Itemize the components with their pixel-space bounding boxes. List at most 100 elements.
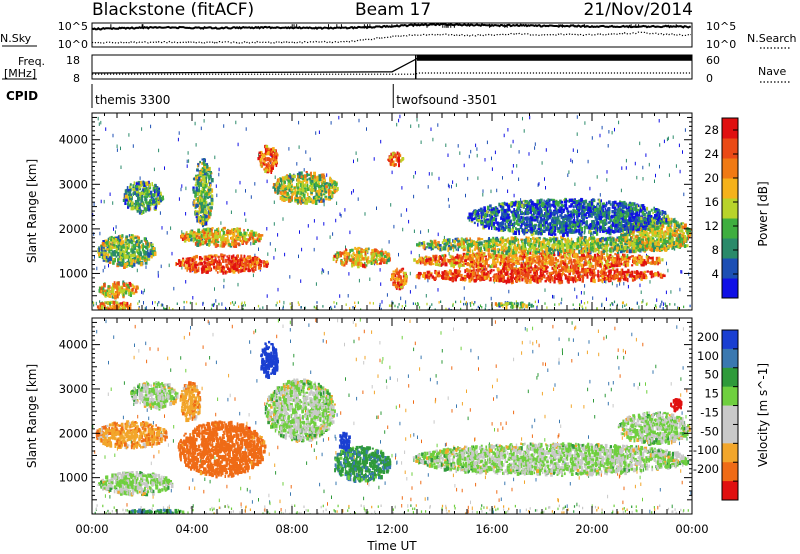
scatter-cell xyxy=(266,179,268,184)
heatmap-cell xyxy=(221,254,224,257)
heatmap-cell xyxy=(427,276,430,279)
heatmap-cell xyxy=(494,275,498,280)
heatmap-cell xyxy=(184,237,188,240)
heatmap-cell xyxy=(459,270,462,273)
scatter-cell xyxy=(405,304,407,307)
heatmap-cell xyxy=(117,306,120,310)
heatmap-cell xyxy=(105,239,108,243)
heatmap-cell xyxy=(108,294,112,298)
scatter-cell xyxy=(572,303,574,306)
heatmap-cell xyxy=(321,187,324,191)
heatmap-cell xyxy=(105,241,109,245)
heatmap-cell xyxy=(554,265,557,268)
heatmap-cell xyxy=(367,247,370,251)
heatmap-cell xyxy=(310,176,313,180)
heatmap-cell xyxy=(650,274,653,279)
heatmap-cell xyxy=(390,155,393,159)
heatmap-cell xyxy=(547,254,551,258)
heatmap-cell xyxy=(120,254,123,259)
scatter-cell xyxy=(447,153,449,157)
heatmap-cell xyxy=(145,241,148,245)
heatmap-cell xyxy=(215,239,217,243)
heatmap-cell xyxy=(202,161,205,165)
scatter-cell xyxy=(323,222,325,226)
heatmap-cell xyxy=(438,274,440,278)
heatmap-cell xyxy=(302,177,305,180)
scatter-cell xyxy=(114,230,116,234)
scatter-cell xyxy=(282,305,284,308)
heatmap-cell xyxy=(313,171,316,176)
scatter-cell xyxy=(666,261,667,266)
heatmap-cell xyxy=(251,236,254,240)
heatmap-cell xyxy=(621,272,624,275)
heatmap-cell xyxy=(125,250,128,253)
heatmap-cell xyxy=(578,256,582,259)
heatmap-cell xyxy=(318,189,322,193)
heatmap-cell xyxy=(145,181,147,186)
heatmap-cell xyxy=(202,232,205,237)
heatmap-cell xyxy=(102,289,105,293)
heatmap-cell xyxy=(153,203,156,206)
scatter-cell xyxy=(611,302,613,305)
heatmap-cell xyxy=(608,277,611,281)
heatmap-cell xyxy=(266,168,268,171)
heatmap-cell xyxy=(472,271,476,276)
heatmap-cell xyxy=(404,273,406,278)
heatmap-cell xyxy=(208,257,211,261)
heatmap-cell xyxy=(536,261,539,264)
heatmap-cell xyxy=(200,204,203,210)
heatmap-cell xyxy=(277,178,280,183)
scatter-cell xyxy=(465,301,467,304)
heatmap-cell xyxy=(661,258,664,262)
heatmap-cell xyxy=(375,254,378,258)
scatter-cell xyxy=(296,162,298,166)
heatmap-cell xyxy=(475,276,478,281)
heatmap-cell xyxy=(542,270,544,273)
heatmap-cell xyxy=(124,248,127,253)
scatter-cell xyxy=(244,304,246,307)
heatmap-cell xyxy=(608,273,610,277)
heatmap-cell xyxy=(329,186,332,190)
scatter-cell xyxy=(632,308,634,310)
heatmap-cell xyxy=(645,274,647,277)
heatmap-cell xyxy=(488,277,490,281)
heatmap-cell xyxy=(620,260,623,265)
heatmap-cell xyxy=(518,276,521,281)
scatter-cell xyxy=(537,299,539,304)
scatter-cell xyxy=(599,133,601,138)
heatmap-cell xyxy=(214,231,218,235)
scatter-cell xyxy=(245,218,247,222)
heatmap-cell xyxy=(540,271,544,275)
heatmap-cell xyxy=(429,261,433,266)
heatmap-cell xyxy=(121,245,125,249)
heatmap-cell xyxy=(202,266,206,271)
scatter-cell xyxy=(522,260,524,264)
heatmap-cell xyxy=(201,158,205,161)
heatmap-cell xyxy=(366,259,369,263)
heatmap-cell xyxy=(128,191,132,195)
heatmap-cell xyxy=(529,278,533,281)
heatmap-cell xyxy=(209,232,212,236)
scatter-cell xyxy=(534,142,536,146)
heatmap-cell xyxy=(536,268,539,271)
heatmap-cell xyxy=(263,163,267,166)
heatmap-cell xyxy=(126,191,128,196)
heatmap-cell xyxy=(222,230,226,236)
heatmap-cell xyxy=(206,211,209,214)
heatmap-cell xyxy=(281,196,284,200)
heatmap-cell xyxy=(129,236,133,240)
scatter-cell xyxy=(678,143,680,148)
heatmap-cell xyxy=(342,262,346,267)
heatmap-cell xyxy=(638,272,641,277)
scatter-cell xyxy=(352,306,354,309)
heatmap-cell xyxy=(509,272,513,276)
scatter-cell xyxy=(606,170,608,174)
heatmap-cell xyxy=(286,191,289,196)
heatmap-cell xyxy=(627,269,630,274)
heatmap-cell xyxy=(272,161,276,166)
heatmap-cell xyxy=(610,274,612,278)
scatter-cell xyxy=(172,308,174,310)
heatmap-cell xyxy=(194,261,196,265)
heatmap-cell xyxy=(213,262,215,265)
heatmap-cell xyxy=(505,264,509,268)
